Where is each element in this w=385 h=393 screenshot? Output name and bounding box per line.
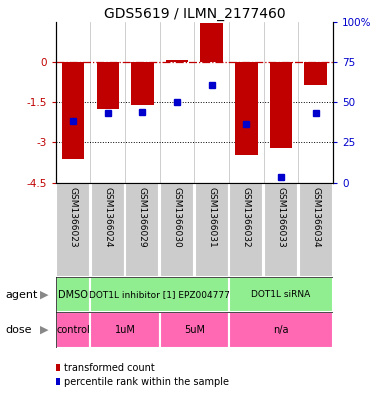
Bar <box>160 312 229 348</box>
Bar <box>126 183 159 277</box>
Text: percentile rank within the sample: percentile rank within the sample <box>64 376 229 387</box>
Bar <box>299 183 333 277</box>
Bar <box>160 183 194 277</box>
Text: GSM1366030: GSM1366030 <box>172 187 182 248</box>
Text: ▶: ▶ <box>40 290 49 300</box>
Bar <box>56 183 90 277</box>
Bar <box>264 183 298 277</box>
Bar <box>90 312 160 348</box>
Text: agent: agent <box>6 290 38 300</box>
Text: dose: dose <box>6 325 32 335</box>
Text: transformed count: transformed count <box>64 363 155 373</box>
Text: 1uM: 1uM <box>115 325 136 335</box>
Bar <box>201 23 223 62</box>
Bar <box>229 312 333 348</box>
Bar <box>195 183 229 277</box>
Bar <box>90 277 229 312</box>
Bar <box>131 62 154 105</box>
Text: DOT1L inhibitor [1] EPZ004777: DOT1L inhibitor [1] EPZ004777 <box>89 290 230 299</box>
Text: GSM1366033: GSM1366033 <box>276 187 286 248</box>
Bar <box>56 277 90 312</box>
Bar <box>56 312 90 348</box>
Bar <box>229 277 333 312</box>
Text: DMSO: DMSO <box>58 290 88 300</box>
Bar <box>166 60 188 62</box>
Text: 5uM: 5uM <box>184 325 205 335</box>
Text: control: control <box>56 325 90 335</box>
Text: GSM1366024: GSM1366024 <box>103 187 112 248</box>
Bar <box>270 62 292 148</box>
Title: GDS5619 / ILMN_2177460: GDS5619 / ILMN_2177460 <box>104 7 285 20</box>
Text: GSM1366031: GSM1366031 <box>207 187 216 248</box>
Bar <box>97 62 119 109</box>
Bar <box>235 62 258 154</box>
Text: GSM1366034: GSM1366034 <box>311 187 320 248</box>
Bar <box>91 183 125 277</box>
Bar <box>62 62 84 158</box>
Bar <box>229 183 263 277</box>
Text: GSM1366023: GSM1366023 <box>69 187 78 248</box>
Text: ▶: ▶ <box>40 325 49 335</box>
Bar <box>305 62 327 85</box>
Text: n/a: n/a <box>273 325 289 335</box>
Text: GSM1366029: GSM1366029 <box>138 187 147 248</box>
Text: DOT1L siRNA: DOT1L siRNA <box>251 290 311 299</box>
Text: GSM1366032: GSM1366032 <box>242 187 251 248</box>
